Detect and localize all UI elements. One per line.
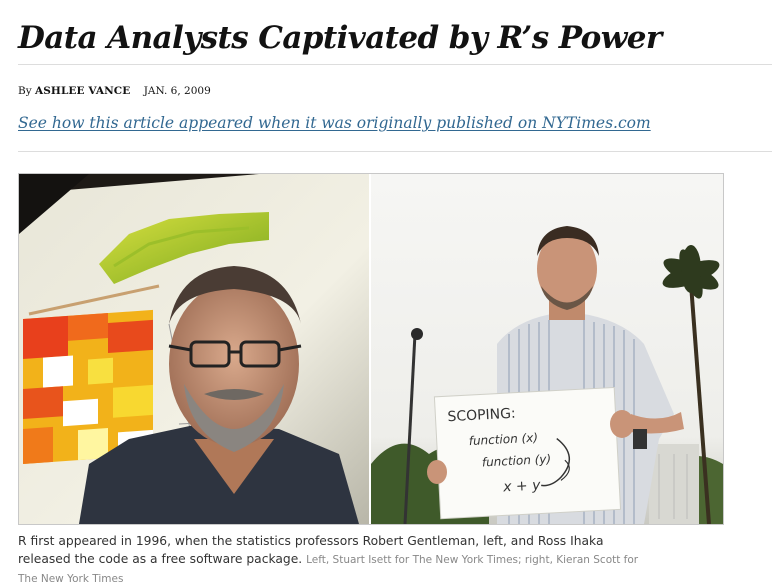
byline-divider — [18, 151, 772, 152]
sign-title: SCOPING: — [447, 406, 516, 426]
photo-illustration: SCOPING: function (x) function (y) x + y — [19, 174, 723, 524]
original-article-link[interactable]: See how this article appeared when it wa… — [18, 114, 651, 132]
article-photo: SCOPING: function (x) function (y) x + y — [18, 173, 724, 525]
caption-text: R first appeared in 1996, when the stati… — [18, 534, 604, 566]
author-name[interactable]: ASHLEE VANCE — [35, 85, 131, 97]
byline: By ASHLEE VANCE JAN. 6, 2009 — [18, 85, 211, 97]
scoping-sign: SCOPING: function (x) function (y) x + y — [433, 386, 622, 520]
byline-prefix: By — [18, 85, 32, 97]
sign-line-2: function (y) — [482, 452, 552, 470]
heatmap-grid — [23, 309, 153, 464]
header-divider — [18, 64, 772, 65]
right-photo-panel: SCOPING: function (x) function (y) x + y — [371, 174, 723, 524]
photo-credit: Left, Stuart Isett for The New York Time… — [18, 554, 639, 585]
publish-date: JAN. 6, 2009 — [143, 85, 211, 97]
headline: Data Analysts Captivated by R’s Power — [18, 20, 662, 56]
photo-caption: R first appeared in 1996, when the stati… — [18, 532, 658, 588]
sign-line-3: x + y — [502, 477, 542, 495]
left-photo-panel — [19, 174, 369, 524]
sign-line-1: function (x) — [468, 431, 538, 449]
